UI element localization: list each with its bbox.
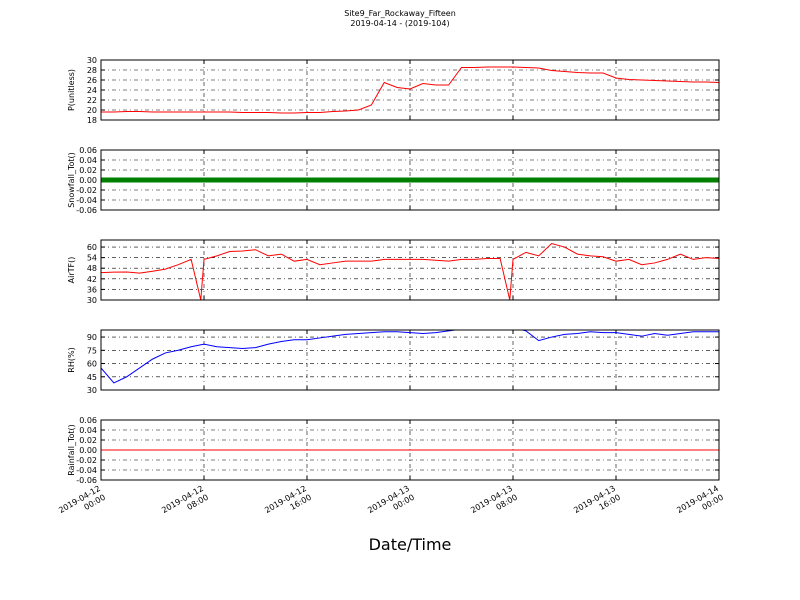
y-tick-label: 45 (87, 373, 97, 382)
x-tick-label: 2019-04-1400:00 (675, 484, 725, 524)
axes-frame (100, 419, 720, 481)
x-axis-label: Date/Time (369, 535, 452, 554)
data-line (101, 242, 719, 300)
y-tick-label: 90 (87, 333, 97, 342)
axes-frame (100, 59, 720, 121)
y-tick-label: -0.02 (76, 186, 97, 195)
y-tick-label: -0.06 (76, 206, 97, 215)
y-tick-label: 36 (87, 285, 97, 294)
y-axis-label: Rainfall_Tot() (67, 424, 76, 476)
y-tick-label: -0.04 (76, 196, 97, 205)
x-tick-label: 2019-04-1200:00 (57, 484, 107, 524)
y-tick-label: 20 (87, 106, 97, 115)
y-tick-label: 0.00 (79, 176, 97, 185)
y-tick-label: 0.04 (79, 426, 97, 435)
y-tick-label: 42 (87, 275, 97, 284)
y-tick-label: 0.04 (79, 156, 97, 165)
y-tick-label: 22 (87, 96, 97, 105)
data-line (101, 66, 719, 114)
axes-frame (100, 239, 720, 301)
y-axis-label: RH(%) (67, 347, 76, 372)
y-tick-label: 0.00 (79, 446, 97, 455)
y-tick-label: 18 (87, 116, 97, 125)
y-tick-label: -0.06 (76, 476, 97, 485)
y-tick-label: 30 (87, 56, 97, 65)
y-tick-label: 48 (87, 264, 97, 273)
y-tick-label: 26 (87, 76, 97, 85)
y-tick-label: 0.06 (79, 416, 97, 425)
x-tick-label: 2019-04-1208:00 (160, 484, 210, 524)
y-tick-label: 75 (87, 346, 97, 355)
y-tick-label: -0.04 (76, 466, 97, 475)
chart-subtitle: 2019-04-14 - (2019-104) (350, 19, 449, 28)
y-tick-label: 0.06 (79, 146, 97, 155)
y-axis-label: P(unitless) (67, 69, 76, 111)
y-tick-label: 60 (87, 360, 97, 369)
y-tick-label: 30 (87, 386, 97, 395)
y-tick-label: 30 (87, 296, 97, 305)
data-line (101, 330, 719, 384)
y-axis-label: AirTF() (67, 257, 76, 284)
chart-title: Site9_Far_Rockaway_Fifteen (344, 9, 456, 18)
y-tick-label: 28 (87, 66, 97, 75)
x-tick-label: 2019-04-1316:00 (572, 484, 622, 524)
y-tick-label: 24 (87, 86, 97, 95)
x-tick-label: 2019-04-1308:00 (469, 484, 519, 524)
x-tick-label: 2019-04-1300:00 (366, 484, 416, 524)
y-axis-label: Snowfall_Tot() (67, 152, 76, 208)
axes-frame (100, 329, 720, 391)
y-tick-label: 0.02 (79, 166, 97, 175)
axes-frame (100, 149, 720, 211)
y-tick-label: 60 (87, 243, 97, 252)
y-tick-label: 54 (87, 254, 97, 263)
x-tick-label: 2019-04-1216:00 (263, 484, 313, 524)
y-tick-label: 0.02 (79, 436, 97, 445)
y-tick-label: -0.02 (76, 456, 97, 465)
